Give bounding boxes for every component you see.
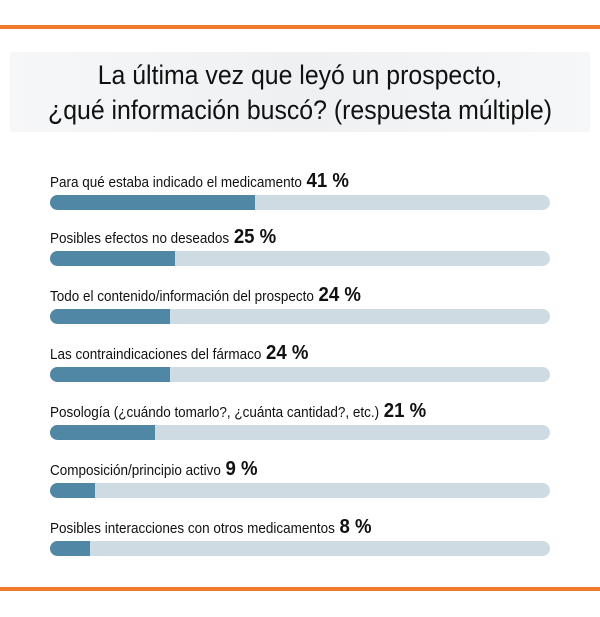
bar-row: Composición/principio activo 9 %	[50, 458, 550, 508]
value-label: 25 %	[233, 226, 277, 248]
bar-fill	[50, 483, 95, 498]
category-label: Posología (¿cuándo tomarlo?, ¿cuánta can…	[50, 400, 426, 423]
bar-fill	[50, 541, 90, 556]
bar-track	[50, 309, 550, 324]
category-text: Las contraindicaciones del fármaco	[50, 347, 262, 363]
category-label: Posibles efectos no deseados 25 %	[50, 226, 276, 249]
category-label: Para qué estaba indicado el medicamento 4…	[50, 170, 349, 193]
bar-fill	[50, 251, 175, 266]
value-label: 41 %	[306, 170, 349, 192]
category-text: Composición/principio activo	[50, 463, 221, 479]
bar-row: Para qué estaba indicado el medicamento 4…	[50, 170, 550, 220]
top-orange-rule	[0, 25, 600, 29]
bar-row: Posibles efectos no deseados 25 %	[50, 226, 550, 276]
category-text: Para qué estaba indicado el medicamento	[50, 175, 302, 191]
value-label: 24 %	[266, 342, 309, 364]
category-text: Posibles efectos no deseados	[50, 231, 230, 247]
bar-row: Las contraindicaciones del fármaco 24 %	[50, 342, 550, 392]
bar-track	[50, 251, 550, 266]
value-label: 9 %	[225, 458, 258, 480]
category-text: Todo el contenido/información del prospe…	[50, 289, 314, 305]
bar-row: Posología (¿cuándo tomarlo?, ¿cuánta can…	[50, 400, 550, 450]
bar-fill	[50, 195, 255, 210]
bar-fill	[50, 425, 155, 440]
category-text: Posología (¿cuándo tomarlo?, ¿cuánta can…	[50, 405, 380, 421]
bottom-orange-rule	[0, 587, 600, 591]
title-line-1: La última vez que leyó un prospecto,	[97, 60, 503, 90]
bar-fill	[50, 309, 170, 324]
bar-track	[50, 483, 550, 498]
bar-track	[50, 541, 550, 556]
value-label: 24 %	[318, 284, 361, 306]
bar-row: Todo el contenido/información del prospe…	[50, 284, 550, 334]
title-line-2: ¿qué información buscó? (respuesta múlti…	[48, 95, 552, 125]
bar-track	[50, 425, 550, 440]
bar-fill	[50, 367, 170, 382]
bar-track	[50, 367, 550, 382]
value-label: 21 %	[383, 400, 427, 422]
chart-title: La última vez que leyó un prospecto, ¿qu…	[24, 58, 576, 128]
category-text: Posibles interacciones con otros medicam…	[50, 521, 335, 537]
bar-row: Posibles interacciones con otros medicam…	[50, 516, 550, 566]
category-label: Todo el contenido/información del prospe…	[50, 284, 361, 307]
bar-track	[50, 195, 550, 210]
value-label: 8 %	[339, 516, 372, 538]
category-label: Composición/principio activo 9 %	[50, 458, 258, 481]
category-label: Las contraindicaciones del fármaco 24 %	[50, 342, 308, 365]
title-background	[10, 52, 590, 132]
category-label: Posibles interacciones con otros medicam…	[50, 516, 372, 539]
